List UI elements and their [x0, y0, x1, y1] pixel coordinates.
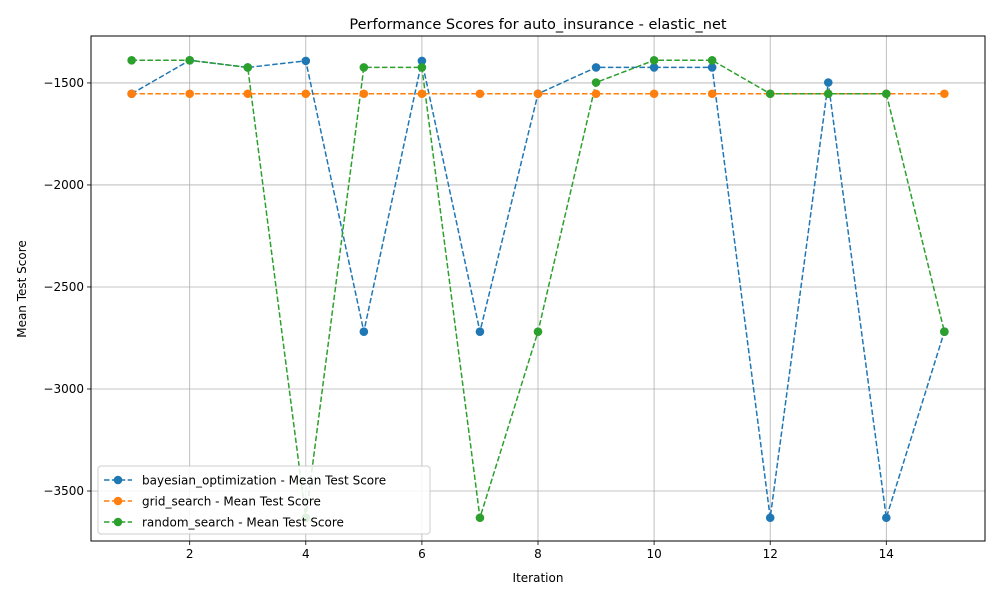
data-point	[185, 55, 194, 65]
data-point	[823, 89, 833, 99]
data-point	[417, 56, 427, 66]
data-point	[765, 89, 775, 99]
x-tick-label: 14	[879, 547, 894, 561]
y-tick-label: −2500	[43, 280, 84, 294]
legend-box	[97, 465, 431, 535]
legend: bayesian_optimization - Mean Test Score g…	[97, 465, 431, 535]
data-point	[185, 89, 194, 99]
data-point	[533, 89, 543, 99]
data-point	[882, 89, 891, 99]
data-point	[940, 327, 949, 336]
x-tick-label: 6	[418, 547, 426, 561]
series-group	[127, 55, 949, 523]
x-tick-label: 10	[646, 547, 661, 561]
data-point	[127, 89, 136, 99]
data-point	[359, 327, 369, 336]
legend-label: random_search - Mean Test Score	[142, 516, 344, 530]
data-point	[882, 513, 891, 523]
data-point	[301, 56, 311, 66]
data-point	[591, 89, 601, 99]
data-point	[591, 63, 601, 72]
data-point	[533, 327, 543, 336]
x-tick-label: 8	[534, 547, 542, 561]
data-point	[301, 89, 311, 99]
x-tick-label: 4	[302, 547, 310, 561]
data-point	[243, 63, 253, 72]
data-point	[649, 55, 659, 65]
x-axis-label: Iteration	[513, 571, 564, 585]
legend-label: bayesian_optimization - Mean Test Score	[142, 474, 386, 488]
data-point	[940, 89, 949, 99]
data-point	[475, 327, 485, 336]
data-point	[359, 63, 369, 72]
data-point	[475, 89, 485, 99]
x-tick-label: 12	[763, 547, 778, 561]
data-point	[359, 89, 369, 99]
x-tick-label: 2	[186, 547, 194, 561]
y-tick-label: −3500	[43, 484, 84, 498]
data-point	[707, 89, 717, 99]
data-point	[591, 78, 601, 87]
legend-label: grid_search - Mean Test Score	[142, 495, 321, 509]
y-axis-label: Mean Test Score	[15, 240, 29, 338]
legend-marker	[113, 517, 123, 527]
data-point	[823, 78, 833, 87]
data-point	[127, 55, 136, 65]
legend-marker	[113, 475, 123, 485]
data-point	[649, 63, 659, 72]
data-point	[707, 55, 717, 65]
data-point	[417, 89, 427, 99]
legend-marker	[113, 496, 123, 506]
data-point	[475, 513, 485, 523]
y-axis-ticks: −3500 −3000 −2500 −2000 −1500	[43, 76, 91, 498]
y-tick-label: −1500	[43, 76, 84, 90]
data-point	[707, 63, 717, 72]
chart-title: Performance Scores for auto_insurance - …	[349, 17, 726, 33]
data-point	[765, 513, 775, 523]
y-tick-label: −3000	[43, 382, 84, 396]
x-axis-ticks: 2 4 6 8 10 12 14	[186, 541, 894, 561]
y-tick-label: −2000	[43, 178, 84, 192]
data-point	[649, 89, 659, 99]
data-point	[243, 89, 253, 99]
data-point	[417, 63, 427, 72]
